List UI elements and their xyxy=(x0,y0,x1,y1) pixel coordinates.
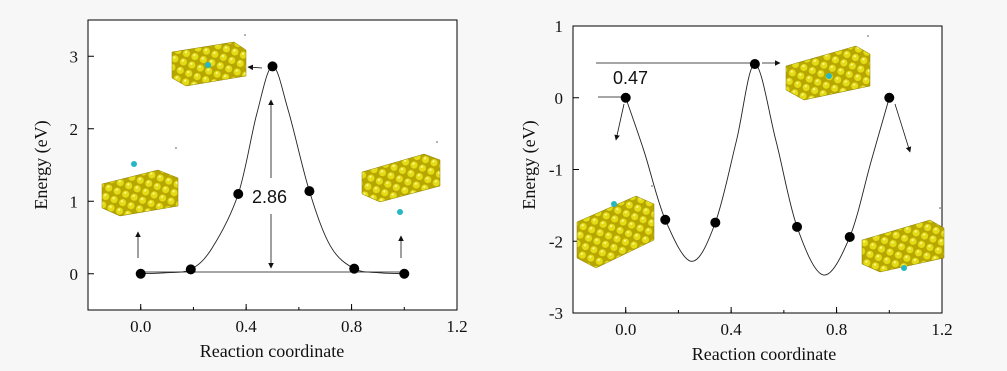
left-x-tick-label: 1.2 xyxy=(446,317,467,336)
right-x-axis-label: Reaction coordinate xyxy=(692,344,836,364)
right-y-tick-label: -3 xyxy=(549,304,563,323)
left-data-point xyxy=(135,268,146,279)
right-ticks: 0.0 0.4 0.8 1.2 -3 -2 -1 0 1 xyxy=(549,17,953,339)
left-initial-structure-image xyxy=(101,147,179,217)
right-annotation-arrows xyxy=(596,60,912,153)
right-final-arrow xyxy=(894,103,912,153)
right-y-tick-label: 0 xyxy=(555,89,564,108)
right-x-tick-label: 0.8 xyxy=(826,320,847,339)
right-data-point xyxy=(660,214,671,225)
left-x-tick-label: 0.0 xyxy=(130,317,151,336)
left-x-tick-label: 0.4 xyxy=(236,317,258,336)
left-y-axis-label: Energy (eV) xyxy=(31,120,52,209)
left-series xyxy=(135,61,410,279)
right-initial-arrow xyxy=(614,103,625,141)
right-data-point xyxy=(710,217,721,228)
left-y-tick-label: 3 xyxy=(70,47,79,66)
right-data-point xyxy=(884,92,895,103)
right-barrier-label: 0.47 xyxy=(613,68,648,88)
right-data-point xyxy=(620,92,631,103)
left-x-tick-label: 0.8 xyxy=(341,317,362,336)
right-x-tick-label: 0.0 xyxy=(615,320,636,339)
left-data-point xyxy=(267,61,278,72)
left-data-point xyxy=(233,189,244,199)
right-ts-structure-image xyxy=(785,35,871,101)
left-ticks: 0.0 0.4 0.8 1.2 0 1 2 3 xyxy=(70,47,468,336)
right-y-tick-label: 1 xyxy=(555,17,564,36)
left-y-tick-label: 1 xyxy=(70,192,79,211)
left-data-point xyxy=(185,264,196,275)
right-data-point xyxy=(749,59,760,70)
left-x-axis-label: Reaction coordinate xyxy=(200,341,344,361)
right-y-axis-label: Energy (eV) xyxy=(519,120,540,209)
barrier-label: 2.86 xyxy=(252,187,287,207)
left-final-structure-image xyxy=(361,141,441,215)
left-ts-structure-image xyxy=(171,34,247,87)
left-data-point xyxy=(349,263,360,274)
left-data-point xyxy=(399,268,410,279)
left-data-point xyxy=(304,186,315,197)
right-y-tick-label: -1 xyxy=(549,161,563,180)
right-data-point xyxy=(792,221,803,232)
left-ts-arrow xyxy=(247,64,263,71)
right-x-tick-label: 0.4 xyxy=(721,320,743,339)
right-final-structure-image xyxy=(861,207,945,273)
left-y-tick-label: 2 xyxy=(70,120,79,139)
right-series xyxy=(620,59,895,276)
right-y-tick-label: -2 xyxy=(549,232,563,251)
right-data-point xyxy=(844,231,855,242)
right-initial-structure-image xyxy=(576,185,655,269)
right-x-tick-label: 1.2 xyxy=(931,320,952,339)
left-y-tick-label: 0 xyxy=(70,265,79,284)
